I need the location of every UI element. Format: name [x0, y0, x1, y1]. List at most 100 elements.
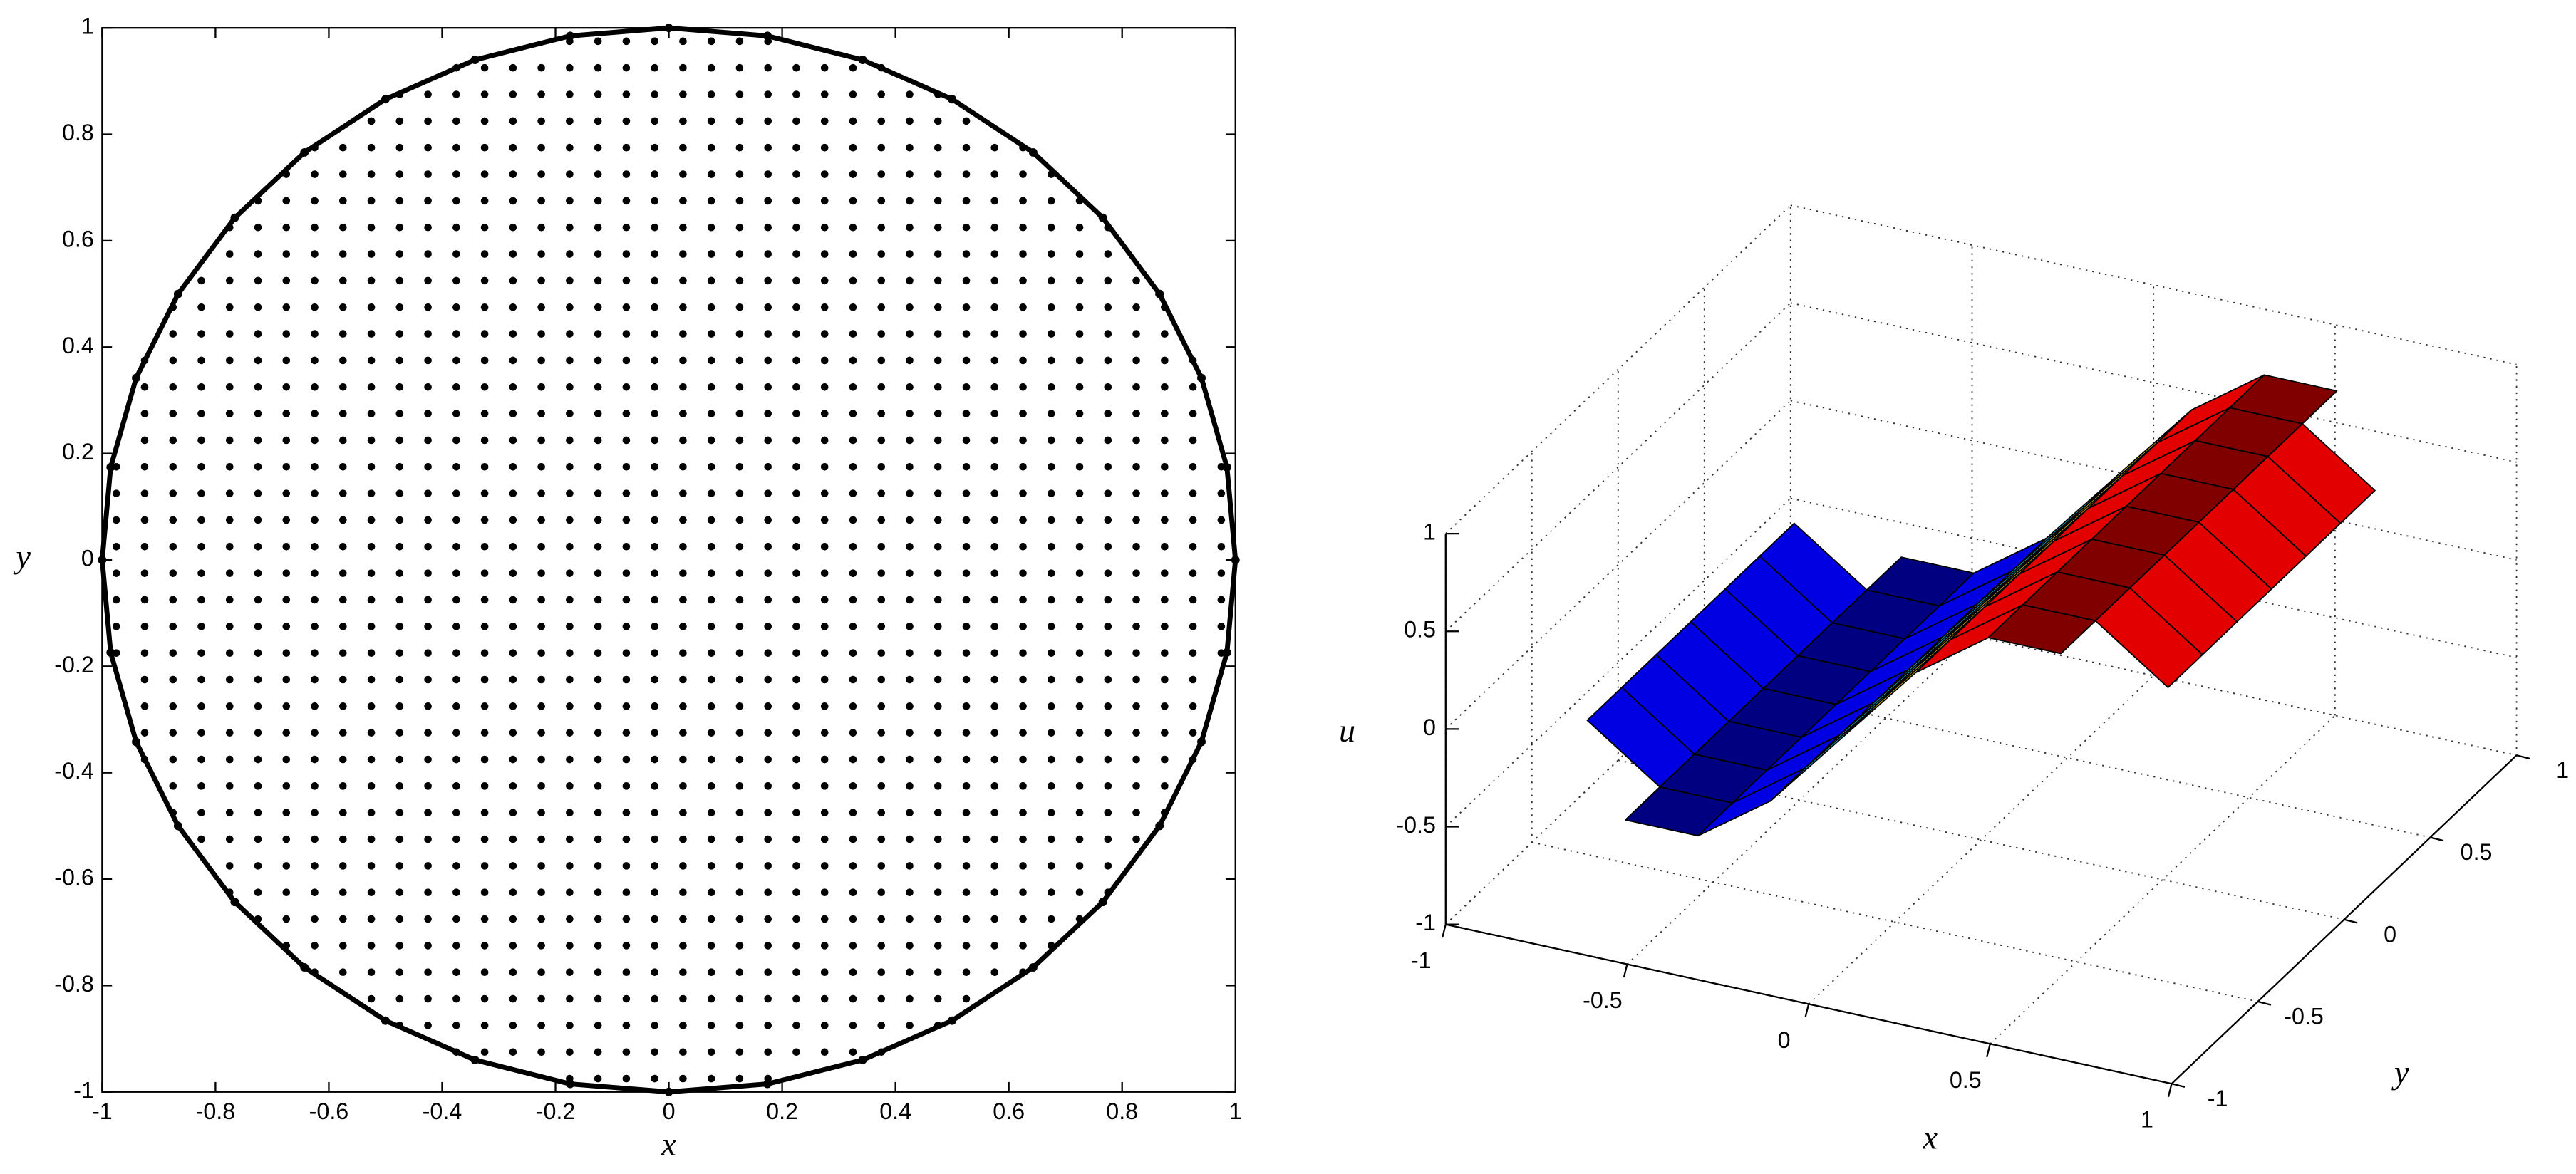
grid-point	[651, 117, 658, 125]
grid-point	[679, 915, 687, 923]
grid-point	[849, 623, 857, 630]
grid-point	[112, 516, 120, 524]
grid-point	[622, 755, 631, 764]
grid-point	[849, 675, 857, 684]
grid-point	[933, 516, 942, 524]
grid-point	[1075, 675, 1084, 684]
grid-point	[537, 1048, 545, 1056]
grid-point	[764, 63, 772, 72]
grid-point	[990, 542, 999, 551]
grid-point	[282, 436, 291, 445]
grid-point	[707, 303, 715, 311]
grid-point	[820, 888, 829, 897]
grid-point	[509, 489, 517, 497]
grid-point	[339, 942, 347, 950]
grid-point	[735, 862, 744, 870]
grid-point	[906, 223, 914, 232]
y-tick-label: -0.8	[54, 971, 94, 997]
grid-point	[311, 942, 319, 950]
grid-point	[962, 862, 971, 870]
grid-point	[1075, 356, 1084, 365]
x-tick-label: -0.5	[1583, 987, 1623, 1013]
grid-point	[1048, 915, 1055, 923]
grid-point	[877, 90, 886, 98]
grid-point	[509, 809, 517, 816]
grid-point	[480, 729, 489, 737]
grid-point	[594, 968, 602, 977]
grid-point	[1104, 596, 1112, 604]
grid-point	[707, 968, 715, 977]
grid-point	[140, 516, 149, 524]
grid-point	[933, 915, 942, 923]
grid-point	[537, 276, 545, 285]
grid-point	[820, 569, 829, 577]
grid-point	[1189, 436, 1197, 445]
grid-point	[906, 143, 914, 152]
grid-point	[622, 1048, 631, 1056]
grid-point	[452, 569, 460, 577]
grid-point	[140, 383, 149, 391]
grid-point	[594, 596, 602, 604]
grid-point	[566, 330, 574, 338]
grid-point	[395, 356, 404, 365]
grid-point	[962, 623, 971, 630]
grid-point	[707, 994, 715, 1003]
grid-point	[990, 835, 999, 843]
grid-point	[509, 649, 517, 657]
grid-point	[622, 675, 631, 684]
grid-point	[906, 835, 914, 843]
grid-point	[622, 250, 631, 258]
grid-point	[537, 915, 545, 923]
grid-point	[764, 623, 772, 630]
boundary-point	[1222, 648, 1231, 657]
grid-point	[282, 835, 291, 843]
grid-point	[197, 436, 205, 445]
grid-point	[679, 143, 687, 152]
grid-point	[282, 862, 291, 870]
grid-point	[651, 63, 658, 72]
grid-point	[622, 915, 631, 923]
grid-point	[990, 782, 999, 790]
grid-point	[197, 356, 205, 365]
grid-point	[367, 170, 376, 178]
grid-point	[651, 675, 658, 684]
grid-point	[197, 489, 205, 497]
grid-point	[990, 702, 999, 710]
grid-point	[679, 276, 687, 285]
grid-point	[735, 117, 744, 125]
grid-point	[962, 410, 971, 417]
boundary-point	[1197, 737, 1206, 747]
grid-point	[1161, 675, 1169, 684]
x-tick	[1986, 1044, 1991, 1058]
grid-point	[254, 516, 262, 524]
grid-point	[651, 356, 658, 365]
grid-point	[679, 942, 687, 950]
grid-point	[1019, 410, 1027, 417]
grid-point	[452, 994, 460, 1003]
grid-point	[480, 516, 489, 524]
grid-point	[1019, 250, 1027, 258]
grid-point	[906, 90, 914, 98]
grid-point	[566, 888, 574, 897]
grid-point	[509, 170, 517, 178]
grid-point	[566, 862, 574, 870]
grid-point	[1132, 383, 1140, 391]
grid-point	[339, 143, 347, 152]
grid-point	[225, 729, 234, 737]
grid-point	[735, 462, 744, 471]
grid-point	[622, 489, 631, 497]
grid-point	[339, 915, 347, 923]
grid-point	[311, 330, 319, 338]
grid-point	[424, 675, 432, 684]
grid-point	[933, 542, 942, 551]
grid-point	[622, 1074, 631, 1083]
grid-point	[792, 250, 800, 258]
grid-point	[877, 915, 886, 923]
grid-point	[169, 516, 177, 524]
grid-point	[820, 623, 829, 630]
z-tick-label: -1	[1415, 910, 1436, 935]
grid-point	[594, 330, 602, 338]
grid-point	[140, 675, 149, 684]
grid-point	[566, 303, 574, 311]
grid-point	[395, 968, 404, 977]
